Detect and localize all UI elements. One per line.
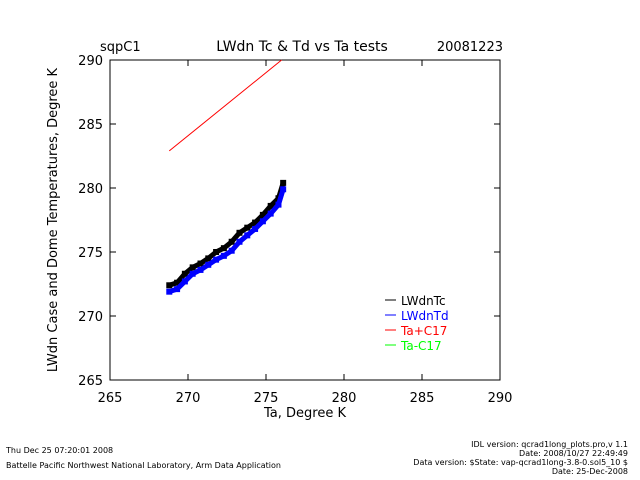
y-tick-label: 265 bbox=[78, 374, 103, 389]
series-band-lwdntc bbox=[168, 182, 286, 288]
x-axis-label: Ta, Degree K bbox=[263, 406, 346, 421]
footer-org: Battelle Pacific Northwest National Labo… bbox=[6, 461, 281, 470]
footer: Thu Dec 25 07:20:01 2008 Battelle Pacifi… bbox=[0, 440, 640, 478]
data-point bbox=[220, 252, 227, 259]
footer-left: Thu Dec 25 07:20:01 2008 Battelle Pacifi… bbox=[0, 440, 281, 470]
legend-entry: Ta-C17 bbox=[400, 339, 442, 353]
footer-idl-date: Date: 2008/10/27 22:49:49 bbox=[519, 449, 628, 458]
data-point bbox=[259, 211, 266, 218]
data-point bbox=[166, 282, 173, 289]
y-axis-label: LWdn Case and Dome Temperatures, Degree … bbox=[46, 67, 61, 372]
data-point bbox=[174, 279, 181, 286]
data-point bbox=[181, 278, 188, 285]
data-point bbox=[189, 264, 196, 271]
data-point bbox=[197, 260, 204, 267]
data-point bbox=[252, 219, 259, 226]
data-point bbox=[280, 186, 287, 193]
series-line-ta-plus-c17 bbox=[168, 59, 282, 152]
y-tick-label: 285 bbox=[78, 118, 103, 133]
footer-data-version: Data version: $State: vap-qcrad1long-3.8… bbox=[413, 458, 628, 467]
data-point bbox=[228, 247, 235, 254]
legend-entry: LWdnTc bbox=[401, 294, 446, 308]
data-point bbox=[205, 255, 212, 262]
data-point bbox=[213, 256, 220, 263]
x-tick-label: 290 bbox=[488, 391, 513, 406]
data-point bbox=[275, 201, 282, 208]
data-point bbox=[166, 288, 173, 295]
y-tick-label: 290 bbox=[78, 54, 103, 69]
x-tick-label: 265 bbox=[98, 391, 123, 406]
data-point bbox=[236, 238, 243, 245]
date-label: 20081223 bbox=[437, 40, 503, 55]
footer-right: IDL version: qcrad1long_plots.pro,v 1.1 … bbox=[413, 440, 640, 476]
y-tick-label: 270 bbox=[78, 310, 103, 325]
x-tick-label: 270 bbox=[176, 391, 201, 406]
footer-timestamp: Thu Dec 25 07:20:01 2008 bbox=[6, 446, 114, 455]
data-point bbox=[189, 270, 196, 277]
x-tick-label: 285 bbox=[410, 391, 435, 406]
data-point bbox=[174, 286, 181, 293]
y-tick-label: 280 bbox=[78, 182, 103, 197]
chart: sqpC1 LWdn Tc & Td vs Ta tests 20081223 … bbox=[46, 39, 513, 421]
data-point bbox=[220, 245, 227, 252]
data-point bbox=[181, 270, 188, 277]
x-tick-label: 275 bbox=[254, 391, 279, 406]
legend-entry: Ta+C17 bbox=[400, 324, 447, 338]
data-point bbox=[267, 202, 274, 209]
data-point bbox=[280, 179, 287, 186]
footer-data-date: Date: 25-Dec-2008 bbox=[551, 467, 628, 476]
data-point bbox=[244, 232, 251, 239]
chart-title: LWdn Tc & Td vs Ta tests bbox=[216, 39, 388, 55]
data-point bbox=[197, 266, 204, 273]
data-point bbox=[228, 238, 235, 245]
data-point bbox=[205, 261, 212, 268]
plot-frame bbox=[109, 59, 501, 381]
data-point bbox=[252, 225, 259, 232]
series-band-lwdntd bbox=[168, 188, 286, 295]
data-point bbox=[236, 229, 243, 236]
data-point bbox=[267, 210, 274, 217]
site-label: sqpC1 bbox=[100, 40, 141, 55]
footer-idl-version: IDL version: qcrad1long_plots.pro,v 1.1 bbox=[471, 440, 628, 449]
y-tick-label: 275 bbox=[78, 246, 103, 261]
legend-entry: LWdnTd bbox=[401, 309, 449, 323]
data-point bbox=[213, 249, 220, 255]
x-tick-label: 280 bbox=[332, 391, 357, 406]
data-point bbox=[244, 224, 251, 231]
data-point bbox=[259, 218, 266, 225]
